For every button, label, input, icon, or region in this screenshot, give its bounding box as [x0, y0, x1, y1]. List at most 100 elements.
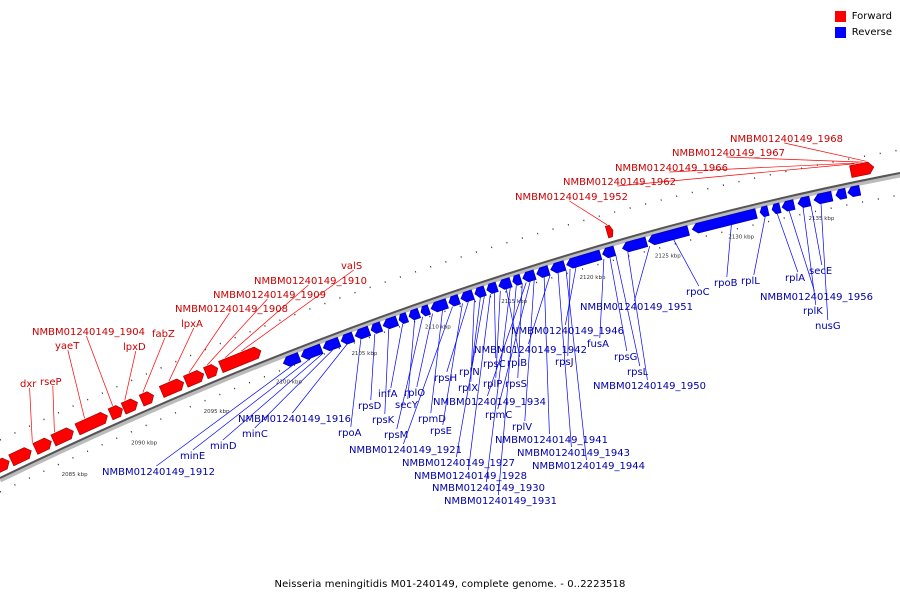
- reverse-gene-label: NMBM01240149_1930: [432, 483, 545, 494]
- reverse-gene-block: [781, 199, 796, 212]
- forward-gene-block: [218, 346, 262, 373]
- reverse-leader-line: [627, 252, 648, 381]
- reverse-leader-line: [156, 364, 294, 467]
- forward-gene-block: [604, 224, 614, 239]
- reverse-gene-label: rpsL: [627, 367, 649, 378]
- reverse-gene-label: rplL: [741, 276, 760, 287]
- reverse-gene-label: NMBM01240149_1916: [238, 414, 351, 425]
- reverse-gene-block: [354, 325, 372, 340]
- tick-label: 2120 kbp: [580, 275, 606, 281]
- reverse-gene-block: [282, 352, 302, 367]
- forward-gene-block: [158, 378, 185, 398]
- reverse-leader-line: [487, 282, 527, 397]
- tick-label: 2095 kbp: [204, 409, 230, 415]
- reverse-gene-label: NMBM01240149_1942: [474, 345, 587, 356]
- reverse-gene-label: rpsS: [505, 379, 527, 390]
- forward-gene-block: [182, 370, 205, 388]
- reverse-gene-block: [797, 195, 812, 208]
- reverse-gene-block: [566, 249, 603, 269]
- forward-leader-line: [669, 162, 859, 173]
- forward-gene-block: [849, 161, 875, 178]
- reverse-gene-block: [498, 277, 513, 290]
- forward-gene-block: [107, 405, 123, 421]
- reverse-leader-line: [442, 303, 463, 426]
- reverse-leader-line: [495, 290, 501, 379]
- forward-gene-label: NMBM01240149_1966: [615, 163, 728, 174]
- tick-label: 2115 kbp: [501, 299, 527, 305]
- reverse-gene-block: [835, 187, 848, 200]
- reverse-gene-block: [460, 289, 475, 303]
- reverse-gene-label: minE: [180, 451, 205, 462]
- reverse-gene-label: infA: [378, 389, 398, 400]
- reverse-leader-line: [407, 319, 415, 400]
- tick-label: 2085 kbp: [62, 472, 88, 478]
- reverse-gene-block: [370, 321, 384, 334]
- reverse-gene-label: NMBM01240149_1934: [433, 397, 546, 408]
- reverse-gene-label: rplK: [803, 306, 823, 317]
- gene-labels: dxr rseP yaeT NMBM01240149_1904 lpxD fabZ lpxA…: [20, 134, 873, 507]
- reverse-leader-line: [396, 316, 423, 430]
- legend-reverse-label: Reverse: [851, 26, 892, 38]
- reverse-leader-line: [726, 224, 732, 278]
- reverse-gene-label: NMBM01240149_1956: [760, 292, 873, 303]
- reverse-gene-block: [474, 285, 487, 298]
- reverse-gene-block: [813, 190, 834, 205]
- reverse-leader-line: [446, 301, 469, 373]
- reverse-gene-label: rplN: [459, 367, 480, 378]
- reverse-gene-block: [602, 245, 617, 259]
- forward-leader-line: [67, 349, 85, 419]
- backbone-shadow: [0, 172, 900, 483]
- reverse-leader-line: [430, 310, 443, 414]
- reverse-gene-label: secE: [809, 266, 832, 277]
- reverse-gene-label: fusA: [587, 339, 609, 350]
- reverse-leader-line: [599, 258, 605, 339]
- gene-track: [0, 161, 875, 474]
- forward-gene-label: NMBM01240149_1909: [213, 290, 326, 301]
- reverse-gene-label: NMBM01240149_1951: [580, 302, 693, 313]
- tick-label: 2090 kbp: [131, 440, 157, 446]
- forward-gene-label: NMBM01240149_1952: [515, 192, 628, 203]
- reverse-gene-block: [522, 269, 537, 283]
- reverse-gene-label: rpoC: [686, 287, 710, 298]
- reverse-gene-label: rplO: [404, 388, 425, 399]
- reverse-leader-line: [753, 216, 766, 276]
- reverse-leader-line: [517, 283, 523, 379]
- reverse-gene-label: rplV: [512, 422, 532, 433]
- tick-labels: 2085 kbp 2090 kbp 2095 kbp 2100 kbp 2105 kbp…: [62, 216, 835, 478]
- reverse-gene-block: [398, 312, 410, 325]
- reverse-gene-label: NMBM01240149_1928: [414, 471, 527, 482]
- reverse-leader-line: [254, 349, 334, 429]
- reverse-gene-label: rpsE: [430, 426, 452, 437]
- reverse-gene-label: minC: [242, 429, 268, 440]
- reverse-gene-label: minD: [210, 441, 237, 452]
- reverse-leader-line: [384, 328, 390, 415]
- reverse-leader-line: [390, 323, 404, 389]
- forward-leader-line: [241, 269, 355, 352]
- reverse-leader-line: [350, 339, 362, 428]
- reverse-leader-line: [810, 205, 823, 266]
- forward-gene-label: yaeT: [55, 341, 80, 352]
- forward-gene-block: [138, 391, 154, 407]
- forward-gene-block: [74, 412, 108, 436]
- reverse-gene-label: rpoB: [714, 278, 738, 289]
- reverse-leader-line: [609, 257, 628, 352]
- reverse-gene-label: NMBM01240149_1941: [495, 435, 608, 446]
- reverse-gene-label: NMBM01240149_1944: [532, 461, 645, 472]
- reverse-gene-block: [847, 184, 862, 198]
- forward-leader-line: [124, 350, 137, 401]
- forward-gene-block: [8, 447, 32, 467]
- reverse-leader-line: [615, 255, 641, 367]
- reverse-leader-line: [634, 245, 651, 302]
- forward-gene-label: fabZ: [152, 329, 175, 340]
- forward-gene-label: NMBM01240149_1904: [32, 327, 145, 338]
- reverse-gene-block: [536, 265, 551, 278]
- reverse-gene-block: [408, 307, 422, 321]
- reverse-leader-line: [192, 357, 312, 451]
- reverse-leader-line: [776, 213, 799, 273]
- forward-leader-line: [188, 312, 230, 373]
- reverse-gene-label: rpoA: [338, 428, 362, 439]
- reverse-gene-label: rplB: [507, 358, 527, 369]
- forward-gene-label: NMBM01240149_1910: [254, 276, 367, 287]
- reverse-gene-label: rpmD: [418, 414, 446, 425]
